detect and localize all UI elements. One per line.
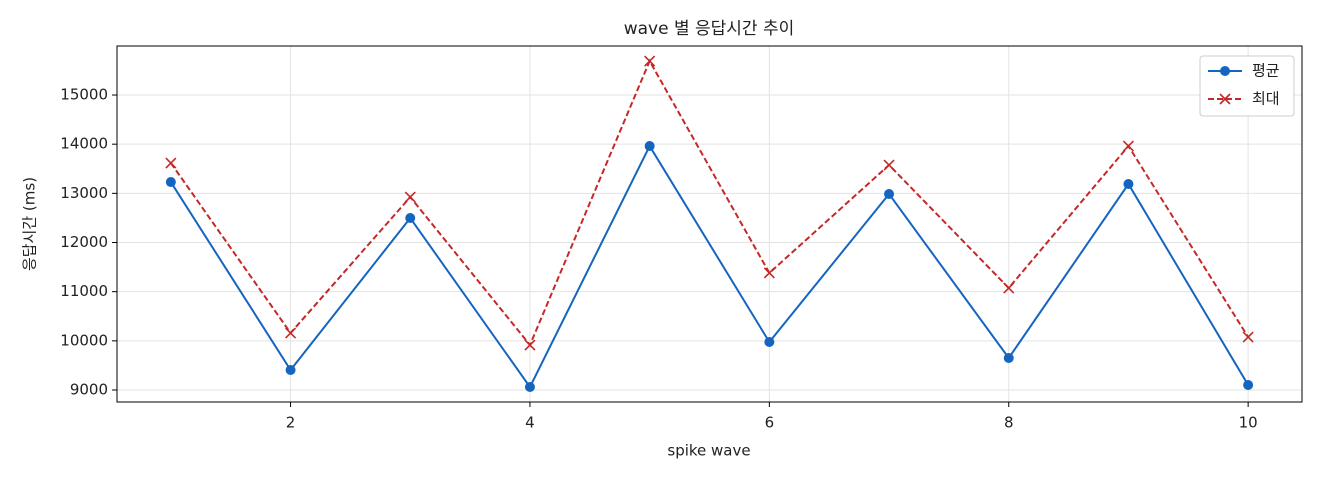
x-tick-label: 4 — [525, 414, 535, 432]
legend-label: 평균 — [1252, 62, 1280, 80]
marker — [404, 191, 416, 203]
x-tick-label: 6 — [765, 414, 775, 432]
plot-frame — [116, 45, 1303, 403]
marker — [1122, 140, 1135, 152]
legend-marker — [1219, 93, 1231, 105]
marker — [1003, 282, 1015, 294]
marker — [524, 339, 536, 351]
y-tick-label: 12000 — [60, 233, 108, 251]
marker — [884, 189, 895, 200]
marker — [1123, 179, 1134, 190]
marker — [1242, 331, 1254, 343]
y-tick-label: 9000 — [70, 381, 108, 399]
marker — [883, 159, 895, 171]
legend-marker — [1220, 66, 1230, 76]
marker — [165, 177, 176, 188]
y-tick-label: 10000 — [60, 331, 108, 349]
marker — [644, 141, 655, 152]
marker — [764, 337, 775, 348]
marker — [644, 55, 656, 67]
legend-box — [1199, 55, 1295, 117]
chart-title: wave 별 응답시간 추이 — [624, 19, 795, 39]
marker — [284, 327, 297, 339]
y-tick-label: 13000 — [60, 184, 108, 202]
x-tick-label: 10 — [1239, 414, 1258, 432]
x-tick-label: 2 — [286, 414, 296, 432]
x-tick-label: 8 — [1004, 414, 1014, 432]
marker — [405, 213, 416, 224]
marker — [763, 267, 775, 279]
marker — [165, 157, 177, 169]
line — [170, 143, 1249, 389]
y-tick-label: 11000 — [60, 282, 108, 300]
marker — [524, 382, 535, 393]
marker — [285, 364, 296, 375]
y-tick-label: 14000 — [60, 135, 108, 153]
x-axis-label: spike wave — [667, 442, 750, 460]
y-axis-label: 응답시간 (ms) — [21, 177, 39, 271]
marker — [1003, 352, 1014, 363]
marker — [1243, 379, 1254, 390]
legend-label: 최대 — [1252, 90, 1280, 108]
y-tick-label: 15000 — [60, 86, 108, 104]
line — [170, 58, 1249, 347]
